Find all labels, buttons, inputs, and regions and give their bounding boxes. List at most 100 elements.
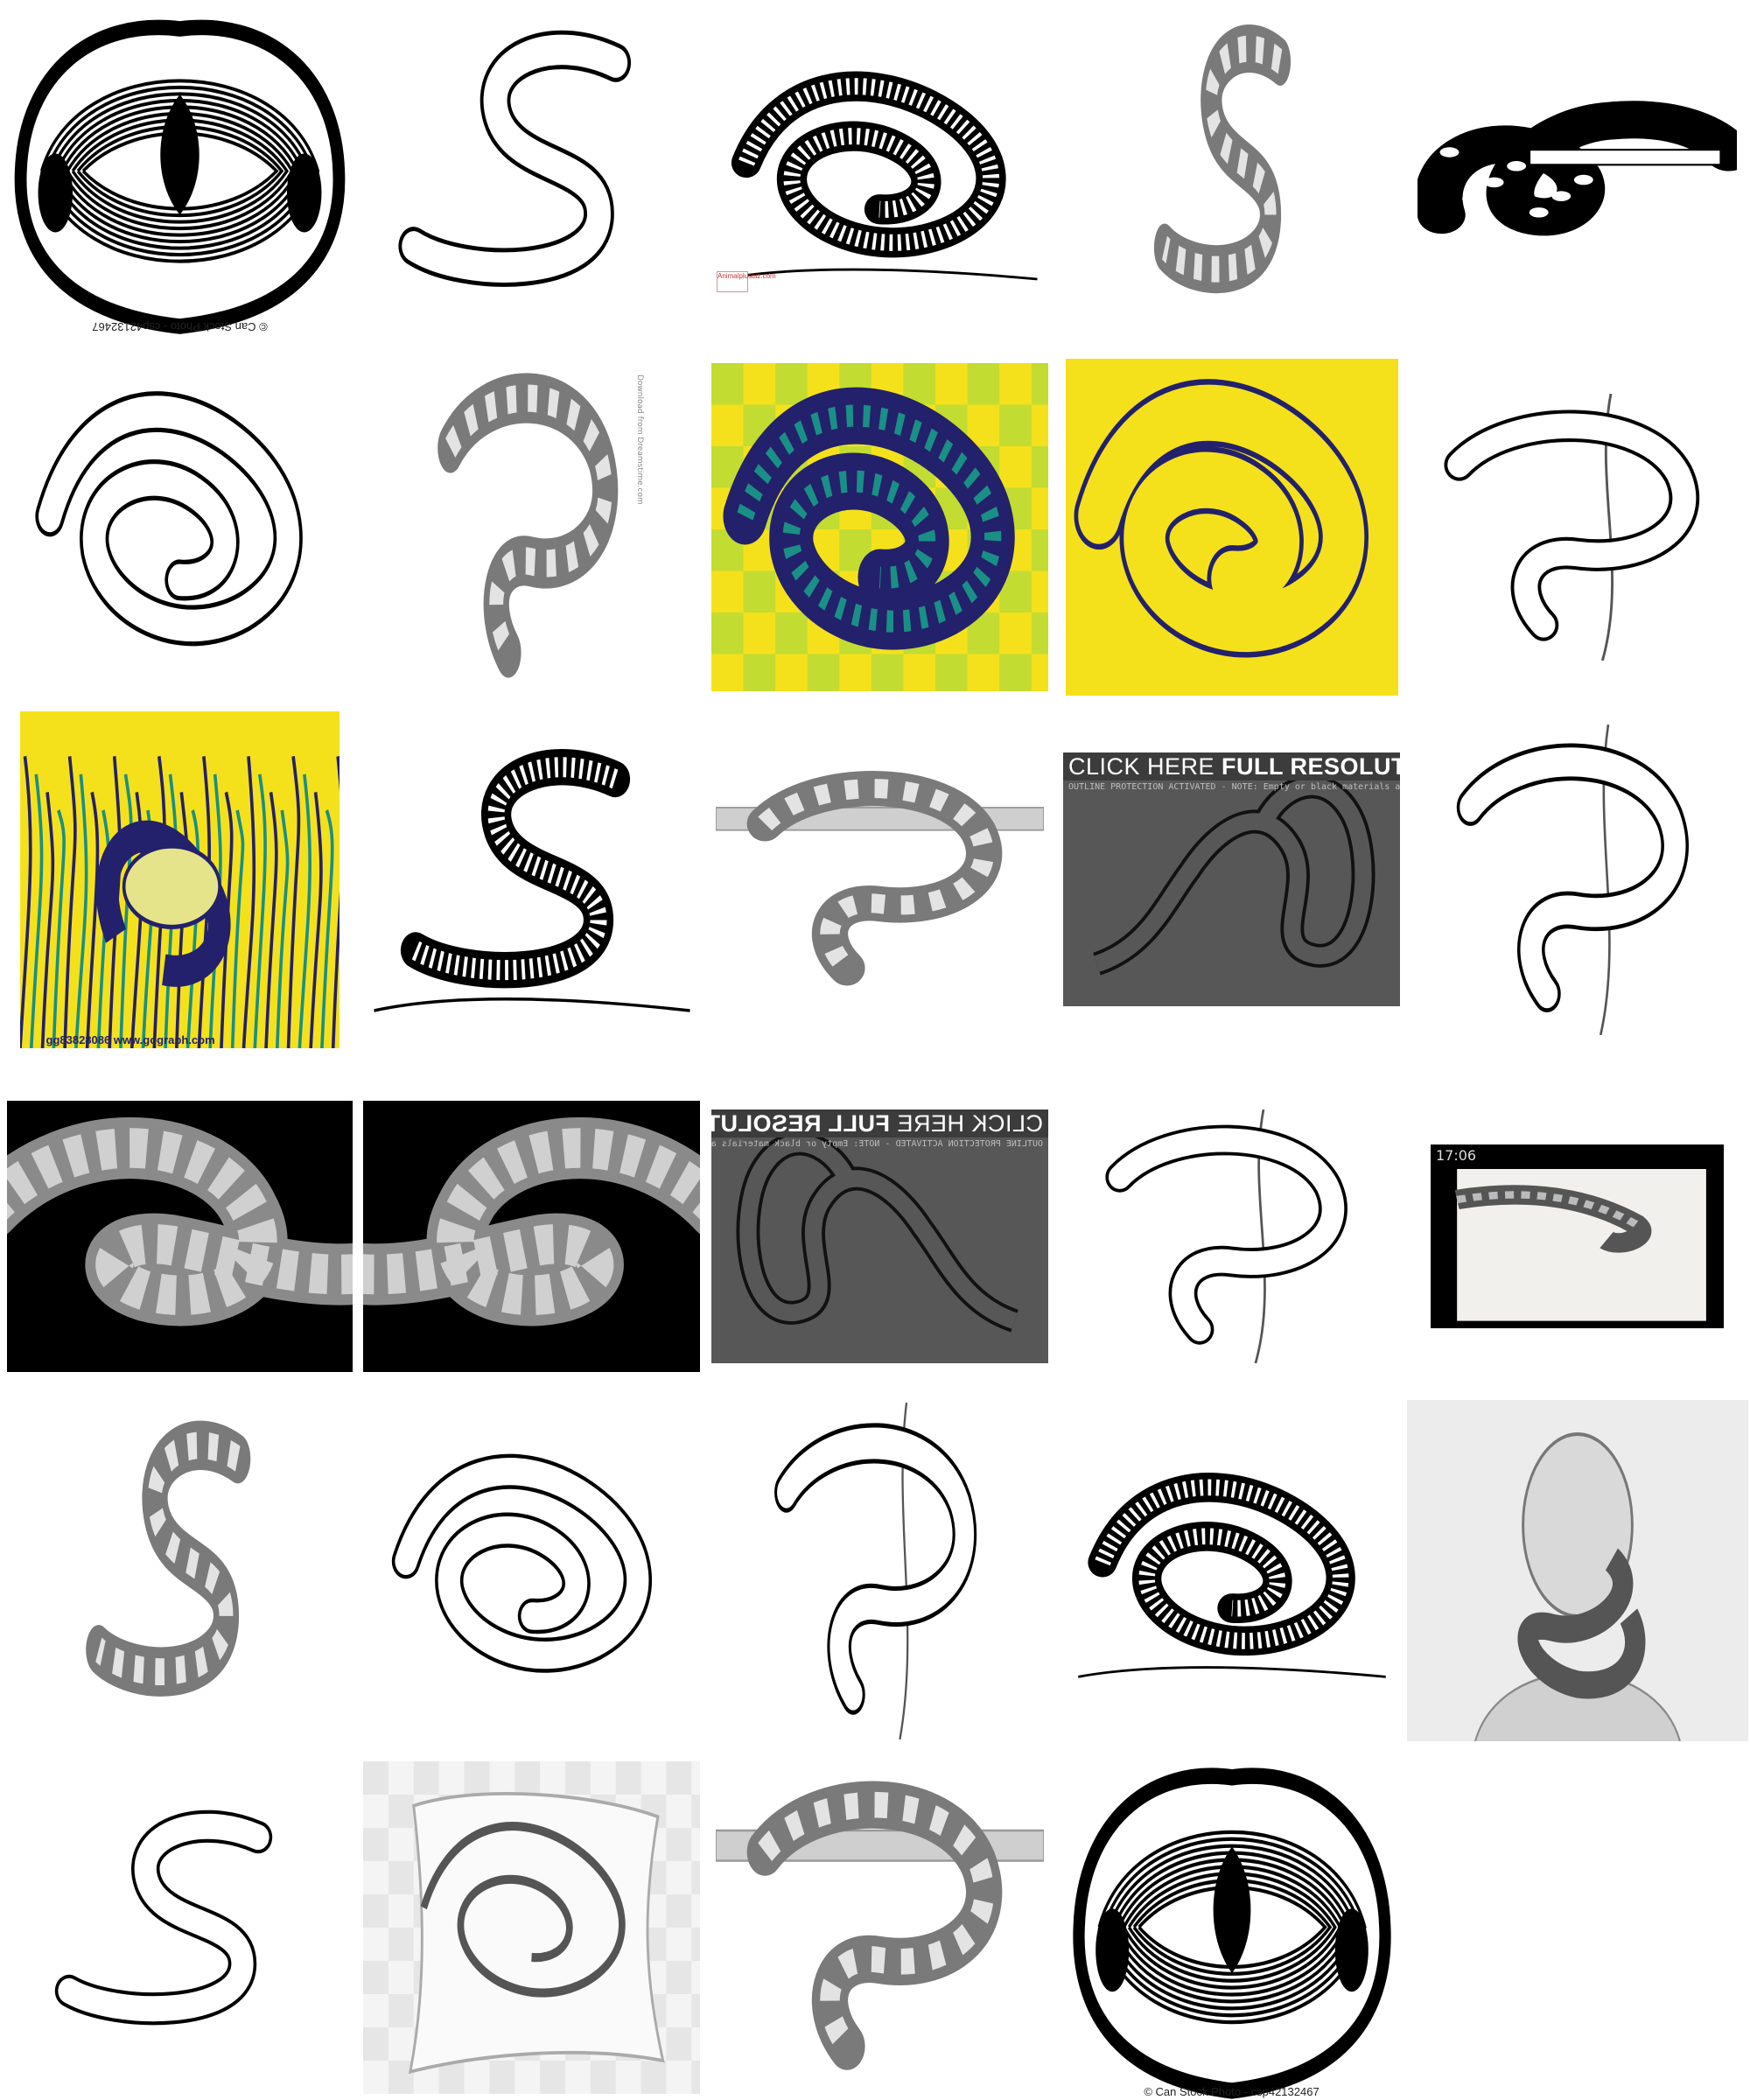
image-result[interactable] bbox=[359, 1396, 704, 1746]
spotted-snake-outline-thumbnail[interactable] bbox=[363, 9, 700, 332]
snake-study-sheet-thumbnail[interactable] bbox=[1135, 6, 1328, 335]
full-resolution-banner[interactable]: CLICK HERE FULL RESOLUTION bbox=[1063, 752, 1400, 780]
boa-outline-dark-thumbnail[interactable]: CLICK HERE FULL RESOLUTION OUTLINE PROTEC… bbox=[1063, 752, 1400, 1006]
banner-text: CLICK HERE bbox=[889, 1110, 1043, 1137]
image-result[interactable] bbox=[704, 1396, 1054, 1746]
banner-bold-text: FULL RESOLUTION bbox=[1222, 753, 1400, 780]
python-coloring-outline-thumbnail[interactable] bbox=[22, 1791, 337, 2063]
boa-on-log-engraving-thumbnail[interactable] bbox=[1069, 1448, 1394, 1693]
image-result[interactable] bbox=[0, 1085, 359, 1387]
stock-watermark: Download from Dreamstime.com bbox=[635, 374, 644, 505]
image-result[interactable] bbox=[1054, 350, 1409, 704]
phone-status-bar: 17:06 bbox=[1436, 1146, 1477, 1164]
snake-study-sheet-2-thumbnail[interactable] bbox=[63, 1402, 296, 1740]
snake-head-mandala-2-thumbnail[interactable]: © Can Stock Photo - csp42132467 bbox=[1065, 1754, 1398, 2100]
image-result[interactable] bbox=[1404, 0, 1750, 341]
banner-subtext: OUTLINE PROTECTION ACTIVATED - NOTE: Emp… bbox=[1068, 782, 1400, 792]
boa-pop-outline-thumbnail[interactable] bbox=[1065, 359, 1398, 696]
snake-pillow-product-thumbnail[interactable] bbox=[363, 1760, 700, 2094]
snake-head-mandala-thumbnail[interactable]: © Can Stock Photo - csp42132467 bbox=[6, 6, 353, 335]
knotted-boa-tattoo-thumbnail[interactable] bbox=[1418, 76, 1737, 265]
banner-subtext: OUTLINE PROTECTION ACTIVATED - NOTE: Emp… bbox=[710, 1138, 1043, 1149]
boa-pop-outline-art bbox=[1065, 359, 1398, 696]
image-result[interactable] bbox=[1404, 1396, 1750, 1746]
python-on-black-mirrored-thumbnail[interactable] bbox=[363, 1100, 700, 1372]
coiled-snake-engraving-art bbox=[713, 46, 1046, 296]
image-result[interactable]: CLICK HERE FULL RESOLUTIONOUTLINE PROTEC… bbox=[704, 1085, 1054, 1387]
snake-head-mandala-art bbox=[6, 6, 353, 335]
image-result[interactable] bbox=[704, 350, 1054, 704]
boa-outline-dark-mirrored-thumbnail[interactable]: CLICK HERE FULL RESOLUTIONOUTLINE PROTEC… bbox=[710, 1109, 1048, 1363]
image-result[interactable]: CLICK HERE FULL RESOLUTION OUTLINE PROTEC… bbox=[1054, 704, 1409, 1054]
image-result[interactable] bbox=[1404, 350, 1750, 704]
spotted-snake-outline-art bbox=[363, 9, 700, 332]
boa-coloring-page-thumbnail[interactable] bbox=[374, 1424, 690, 1718]
python-on-black-thumbnail[interactable] bbox=[6, 1100, 353, 1372]
tree-boa-outline-thumbnail[interactable] bbox=[1409, 394, 1746, 661]
image-result[interactable]: Download from Dreamstime.com bbox=[359, 350, 704, 704]
boa-on-branch-pencil-2-art bbox=[715, 1765, 1044, 2090]
image-result[interactable] bbox=[704, 1754, 1054, 2100]
image-result[interactable]: gg83828086 www.gograph.com bbox=[0, 704, 359, 1054]
striking-snake-pop-art-thumbnail[interactable] bbox=[710, 363, 1048, 691]
boa-attacking-deer-thumbnail[interactable]: gg83828086 www.gograph.com bbox=[19, 710, 340, 1048]
hanging-boa-outline-2-thumbnail[interactable] bbox=[746, 1402, 1013, 1740]
image-result[interactable] bbox=[359, 704, 704, 1054]
snake-sketchbook-photo-art bbox=[1431, 1144, 1724, 1328]
boa-on-branch-pencil-thumbnail[interactable] bbox=[715, 759, 1044, 1000]
image-result[interactable] bbox=[1054, 1085, 1409, 1387]
coiled-boa-outline-art bbox=[18, 356, 341, 698]
striking-snake-pop-art-art bbox=[710, 363, 1048, 691]
image-result[interactable]: © Can Stock Photo - csp42132467 bbox=[0, 0, 359, 341]
coiled-boa-outline-thumbnail[interactable] bbox=[18, 356, 341, 698]
hanging-boa-outline-2-art bbox=[746, 1402, 1013, 1740]
boa-on-branch-pencil-art bbox=[715, 759, 1044, 1000]
thumbnail-caption: © Can Stock Photo - csp42132467 bbox=[1144, 2085, 1320, 2098]
coiled-snake-engraving-thumbnail[interactable]: Animalplusbiz.com bbox=[713, 46, 1046, 296]
image-result[interactable]: © Can Stock Photo - csp42132467 bbox=[1054, 1754, 1409, 2100]
python-coloring-outline-art bbox=[22, 1791, 337, 2063]
woman-with-boa-pencil-art bbox=[1406, 1400, 1748, 1741]
thumbnail-caption: gg83828086 www.gograph.com bbox=[46, 1032, 215, 1046]
hanging-boa-outline-thumbnail[interactable] bbox=[1424, 724, 1731, 1035]
image-result[interactable] bbox=[1054, 1396, 1409, 1746]
tree-boa-outline-art bbox=[1409, 394, 1746, 661]
boa-coloring-page-art bbox=[374, 1424, 690, 1718]
boa-attacking-deer-art bbox=[19, 710, 340, 1048]
snake-sketchbook-photo-thumbnail[interactable]: 17:06 bbox=[1431, 1144, 1724, 1328]
image-result[interactable] bbox=[0, 1754, 359, 2100]
woman-with-boa-pencil-thumbnail[interactable] bbox=[1406, 1400, 1748, 1741]
s-curve-snake-engraving-thumbnail[interactable] bbox=[365, 728, 698, 1031]
tree-boa-outline-2-art bbox=[1072, 1109, 1391, 1363]
image-result[interactable] bbox=[704, 704, 1054, 1054]
image-result[interactable] bbox=[0, 350, 359, 704]
snake-head-mandala-2-art bbox=[1065, 1754, 1398, 2100]
image-result[interactable] bbox=[1054, 0, 1409, 341]
snake-study-sheet-art bbox=[1135, 6, 1328, 335]
image-result[interactable] bbox=[359, 1085, 704, 1387]
knotted-boa-tattoo-art bbox=[1418, 76, 1737, 265]
image-result[interactable] bbox=[359, 1754, 704, 2100]
image-result[interactable]: Animalplusbiz.com bbox=[704, 0, 1054, 341]
tree-boa-outline-2-thumbnail[interactable] bbox=[1072, 1109, 1391, 1363]
boa-pencil-drawing-art bbox=[416, 356, 648, 698]
boa-outline-dark-art bbox=[1063, 752, 1400, 1006]
banner-text: CLICK HERE bbox=[1068, 753, 1222, 780]
image-result[interactable]: 17:06 bbox=[1404, 1085, 1750, 1387]
boa-outline-dark-mirrored-art bbox=[710, 1109, 1048, 1363]
full-resolution-banner[interactable]: CLICK HERE FULL RESOLUTION bbox=[710, 1109, 1048, 1138]
hanging-boa-outline-art bbox=[1424, 724, 1731, 1035]
image-result[interactable] bbox=[1404, 704, 1750, 1054]
python-on-black-mirrored-art bbox=[363, 1100, 700, 1372]
python-on-black-art bbox=[6, 1100, 353, 1372]
s-curve-snake-engraving-art bbox=[365, 728, 698, 1031]
snake-pillow-product-art bbox=[363, 1760, 700, 2094]
boa-on-branch-pencil-2-thumbnail[interactable] bbox=[715, 1765, 1044, 2090]
image-result[interactable] bbox=[359, 0, 704, 341]
image-result[interactable] bbox=[0, 1396, 359, 1746]
boa-pencil-drawing-thumbnail[interactable]: Download from Dreamstime.com bbox=[416, 356, 648, 698]
thumbnail-caption: © Can Stock Photo - csp42132467 bbox=[91, 319, 268, 333]
snake-study-sheet-2-art bbox=[63, 1402, 296, 1740]
banner-bold-text: FULL RESOLUTION bbox=[711, 1110, 890, 1137]
